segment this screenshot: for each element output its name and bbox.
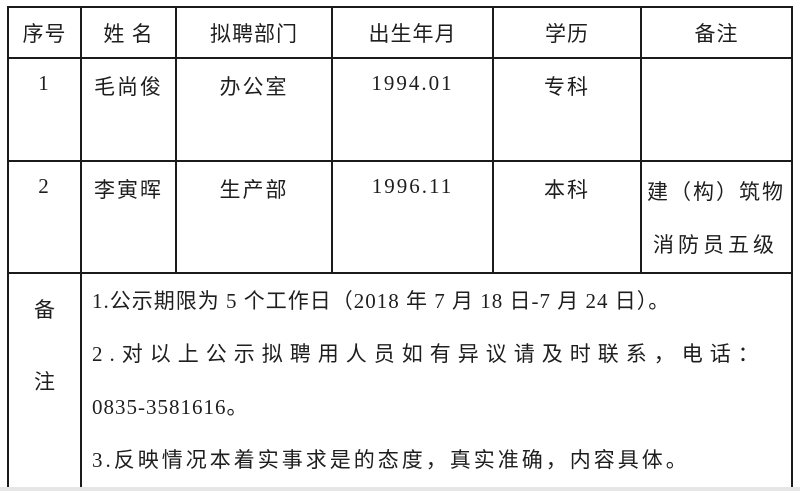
cell-department: 办公室 <box>175 57 333 162</box>
header-name: 姓 名 <box>80 6 177 59</box>
footer-line-feedback-requirement: 3.反映情况本着实事求是的态度，真实准确，内容具体。 <box>92 448 690 472</box>
cell-name: 李寅晖 <box>80 160 177 274</box>
footer-remarks-content: 1.公示期限为 5 个工作日（2018 年 7 月 18 日-7 月 24 日）… <box>80 272 793 489</box>
cell-education: 本科 <box>492 160 642 274</box>
footer-label-char: 备 <box>34 298 55 322</box>
remark-line: 消防员五级 <box>653 233 778 257</box>
footer-label-char: 注 <box>34 370 55 394</box>
header-department: 拟聘部门 <box>175 6 333 59</box>
header-birth: 出生年月 <box>331 6 494 59</box>
cell-education: 专科 <box>492 57 642 162</box>
cell-birth: 1996.11 <box>331 160 494 274</box>
table-row: 2 李寅晖 生产部 1996.11 本科 建（构）筑物 消防员五级 <box>7 160 793 274</box>
cell-name: 毛尚俊 <box>80 57 177 162</box>
table-header-row: 序号 姓 名 拟聘部门 出生年月 学历 备注 <box>7 6 793 59</box>
header-education: 学历 <box>492 6 642 59</box>
cell-department: 生产部 <box>175 160 333 274</box>
table-row: 1 毛尚俊 办公室 1994.01 专科 <box>7 57 793 162</box>
table-footer-row: 备 注 1.公示期限为 5 个工作日（2018 年 7 月 18 日-7 月 2… <box>7 272 793 489</box>
cell-no: 1 <box>7 57 82 162</box>
header-no: 序号 <box>7 6 82 59</box>
recruitment-publicity-table: 序号 姓 名 拟聘部门 出生年月 学历 备注 1 毛尚俊 办公室 1994.01… <box>7 6 793 489</box>
remark-line: 建（构）筑物 <box>647 180 785 204</box>
cell-remark <box>640 57 793 162</box>
cell-birth: 1994.01 <box>331 57 494 162</box>
page-bottom-shadow <box>0 487 800 491</box>
footer-line-phone-number: 0835-3581616。 <box>92 395 249 419</box>
footer-line-objection-contact: 2.对以上公示拟聘用人员如有异议请及时联系，电话： <box>92 342 766 366</box>
footer-line-publicity-period: 1.公示期限为 5 个工作日（2018 年 7 月 18 日-7 月 24 日）… <box>92 289 671 313</box>
cell-remark: 建（构）筑物 消防员五级 <box>640 160 793 274</box>
header-remark: 备注 <box>640 6 793 59</box>
cell-no: 2 <box>7 160 82 274</box>
footer-remark-label: 备 注 <box>7 272 82 489</box>
